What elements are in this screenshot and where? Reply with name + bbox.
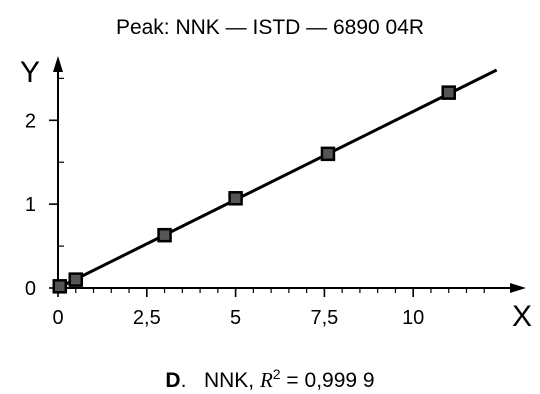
x-tick-label: 5 (230, 307, 241, 329)
caption-analyte: NNK, (203, 369, 260, 392)
y-tick-label: 2 (25, 110, 36, 132)
chart-title: Peak: NNK — ISTD — 6890 04R (115, 16, 425, 39)
data-point (320, 146, 336, 162)
y-axis-arrow (53, 56, 63, 72)
chart-caption: D. NNK, R2 = 0,999 9 (0, 366, 540, 393)
data-point (441, 85, 456, 100)
x-tick-label: 0 (52, 307, 63, 329)
tick-labels: X Y 0 2,5 5 7,5 10 0 1 2 (20, 56, 532, 333)
x-axis-arrow (510, 283, 526, 293)
caption-separator: . (180, 369, 204, 392)
x-tick-label: 7,5 (310, 307, 338, 329)
data-point (157, 227, 172, 243)
r-squared-exponent: 2 (272, 366, 281, 382)
data-points (52, 85, 456, 294)
fit-line-group (57, 68, 498, 290)
r-squared-symbol: R (259, 368, 273, 392)
y-tick-label: 1 (25, 194, 36, 216)
y-axis-letter: Y (20, 56, 40, 89)
panel-letter: D (165, 369, 181, 392)
data-point (52, 279, 68, 294)
regression-line (57, 68, 498, 290)
data-point (68, 272, 84, 287)
x-axis-letter: X (512, 300, 532, 333)
data-point (228, 191, 243, 206)
ticks (49, 77, 485, 297)
r-squared-value: = 0,999 9 (280, 369, 375, 392)
x-tick-label: 10 (402, 307, 424, 329)
y-tick-label: 0 (25, 278, 36, 300)
x-tick-label: 2,5 (133, 307, 161, 329)
